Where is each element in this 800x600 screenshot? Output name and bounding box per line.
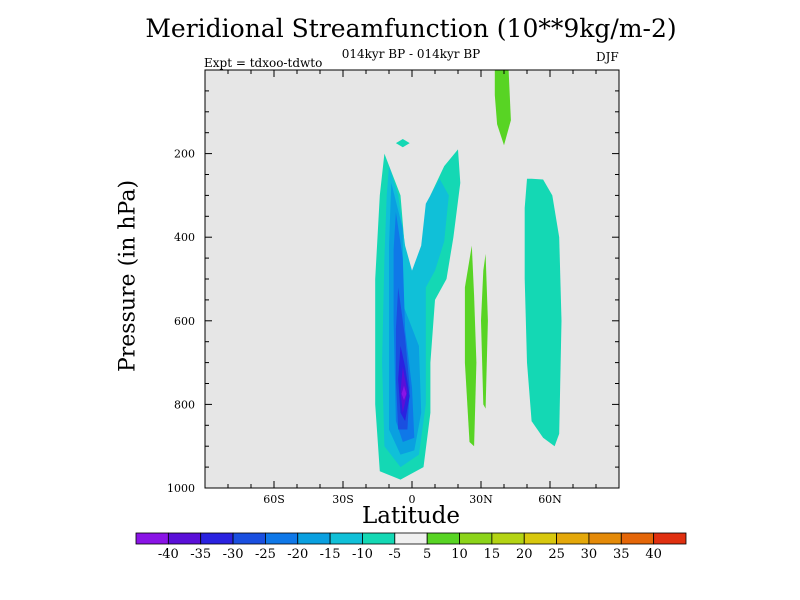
colorbar-level-label: 30 — [581, 547, 598, 562]
colorbar-level-label: -25 — [255, 547, 276, 562]
subtropical-positive-cell-b — [481, 253, 488, 409]
y-tick-label: 400 — [174, 231, 195, 244]
colorbar-level-label: -30 — [223, 547, 244, 562]
colorbar-swatch — [394, 532, 428, 545]
x-axis-label: Latitude — [362, 503, 460, 529]
colorbar-swatch — [362, 532, 396, 545]
season-label: DJF — [596, 50, 619, 64]
colorbar-swatch — [200, 532, 234, 545]
colorbar-level-label: -15 — [320, 547, 341, 562]
colorbar-swatch — [459, 532, 493, 545]
colorbar-swatch — [167, 532, 202, 545]
colorbar-level-label: 25 — [548, 547, 565, 562]
colorbar-level-label: -5 — [388, 547, 401, 562]
midlatitude-negative-cell — [524, 178, 562, 447]
colorbar-swatch — [135, 532, 169, 545]
colorbar-swatch — [329, 532, 363, 545]
x-tick-label: 30S — [332, 493, 354, 506]
y-tick-label: 800 — [174, 398, 195, 411]
x-tick-label: 60N — [538, 493, 562, 506]
experiment-label: Expt = tdxoo-tdwto — [204, 56, 323, 70]
y-tick-label: 200 — [174, 148, 195, 161]
tropical-negative-cell-core — [401, 385, 407, 401]
axis-ticks: 60S 30S 0 30N 60N 200 400 600 800 1000 — [167, 69, 619, 506]
colorbar-level-label: -40 — [158, 547, 179, 562]
colorbar-swatch — [265, 532, 299, 545]
colorbar-level-label: 35 — [613, 547, 630, 562]
chart-subtitle: 014kyr BP - 014kyr BP — [341, 47, 481, 61]
colorbar-swatch — [523, 532, 557, 545]
colorbar-level-label: 10 — [451, 547, 468, 562]
x-tick-label: 60S — [263, 493, 285, 506]
colorbar-level-label: -20 — [287, 547, 308, 562]
colorbar-swatch — [491, 532, 525, 545]
colorbar-level-label: -10 — [352, 547, 373, 562]
chart-title: Meridional Streamfunction (10**9kg/m-2) — [145, 14, 677, 43]
colorbar-swatch — [297, 532, 331, 545]
contour-regions — [375, 70, 562, 480]
colorbar-level-label: 15 — [484, 547, 501, 562]
colorbar-swatch — [556, 532, 590, 545]
colorbar-swatch — [588, 532, 622, 545]
y-tick-label: 1000 — [167, 482, 195, 495]
x-tick-label: 0 — [409, 493, 416, 506]
colorbar-swatch — [426, 532, 460, 545]
colorbar-level-label: 40 — [645, 547, 662, 562]
colorbar-level-label: 5 — [423, 547, 431, 562]
subtropical-positive-cell-a — [464, 245, 477, 447]
colorbar-swatch — [232, 532, 266, 545]
polar-positive-cell — [494, 70, 511, 146]
y-tick-label: 600 — [174, 315, 195, 328]
x-tick-label: 30N — [469, 493, 493, 506]
colorbar-swatch — [653, 532, 687, 545]
colorbar-level-label: -35 — [190, 547, 211, 562]
colorbar-swatch — [620, 532, 655, 545]
colorbar: -40 -35 -30 -25 -20 -15 -10 -5 5 10 15 20 25 30 35 40 — [135, 532, 687, 562]
colorbar-level-label: 20 — [516, 547, 533, 562]
upper-negative-blob — [395, 139, 410, 148]
